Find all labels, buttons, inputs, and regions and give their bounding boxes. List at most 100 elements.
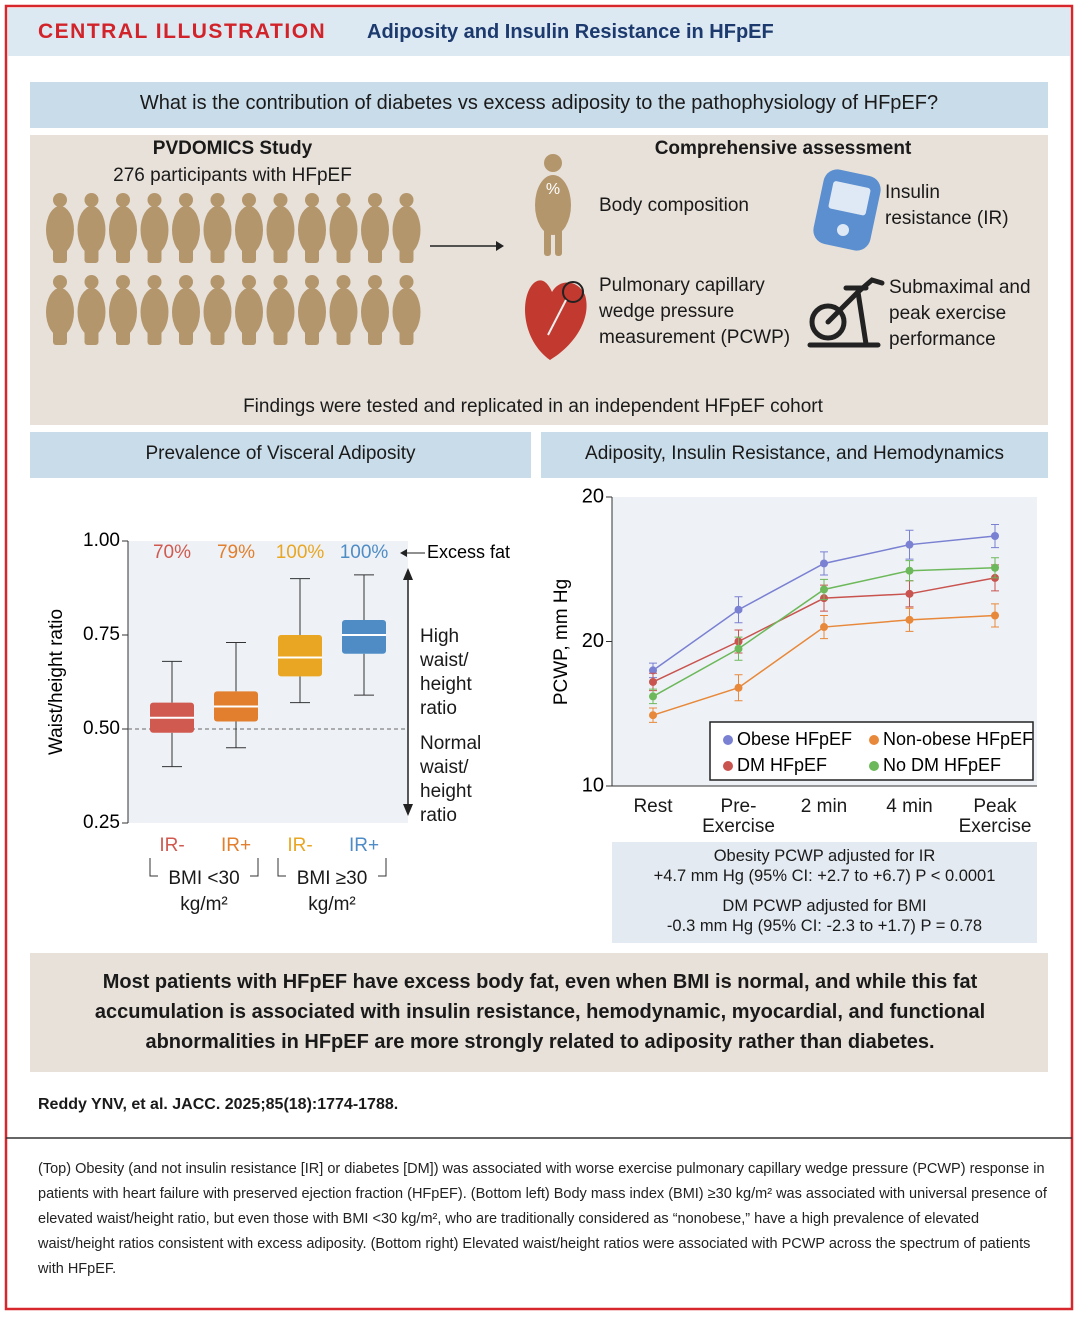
- person-icon: [46, 206, 74, 254]
- y-axis-label: Waist/height ratio: [46, 609, 67, 755]
- conclusion-panel: [30, 953, 1048, 1072]
- legend-label: Non-obese HFpEF: [883, 729, 1033, 749]
- point: [905, 566, 914, 575]
- person-icon: [46, 288, 74, 336]
- person-icon: [53, 193, 67, 207]
- legend-label: No DM HFpEF: [883, 755, 1001, 775]
- person-icon: [392, 206, 421, 254]
- legend-label: Obese HFpEF: [737, 729, 852, 749]
- person-icon: [273, 245, 288, 263]
- person-icon: [84, 193, 99, 207]
- assessment-item: Insulin resistance (IR): [885, 182, 1009, 229]
- person-icon: [210, 275, 225, 289]
- person-icon: [399, 275, 414, 289]
- conclusion: Most patients with HFpEF have excess bod…: [94, 971, 986, 1053]
- person-icon: [203, 288, 232, 336]
- person-icon: [336, 275, 351, 289]
- citation: Reddy YNV, et al. JACC. 2025;85(18):1774…: [38, 1096, 399, 1113]
- person-icon: [172, 206, 200, 254]
- question: What is the contribution of diabetes vs …: [139, 92, 939, 114]
- person-icon: [298, 288, 326, 336]
- person-icon: [399, 193, 414, 207]
- person-icon: [305, 327, 319, 345]
- study-title: PVDOMICS Study: [152, 138, 313, 159]
- person-icon: [329, 288, 358, 336]
- person-icon: [336, 327, 351, 345]
- person-icon: [361, 288, 389, 336]
- stats-box: [612, 842, 1037, 943]
- annotation-arrow-head: [400, 549, 407, 557]
- y-axis-label: PCWP, mm Hg: [551, 579, 572, 705]
- person-icon: [109, 288, 137, 336]
- panel-header: [30, 432, 531, 478]
- y-tick-label: 0.75: [83, 624, 120, 645]
- person-icon: [266, 288, 295, 336]
- x-tick-label: IR+: [221, 835, 251, 856]
- note-text: -0.3 mm Hg (95% CI: -2.3 to +1.7) P = 0.…: [666, 917, 983, 935]
- point: [820, 585, 828, 594]
- x-tick-label: IR+: [349, 835, 379, 856]
- person-icon: [203, 206, 232, 254]
- percent-label: 100%: [340, 542, 389, 563]
- x-tick-label: Rest: [633, 796, 673, 817]
- person-icon: [392, 288, 421, 336]
- person-icon: [266, 206, 295, 254]
- percent-label: 70%: [153, 542, 191, 563]
- annotation: High waist/ height ratio: [420, 626, 472, 719]
- point: [649, 692, 657, 701]
- person-icon: [242, 327, 256, 345]
- annotation: Normal waist/ height ratio: [420, 733, 482, 826]
- point: [991, 532, 999, 541]
- panel-header: [541, 432, 1048, 478]
- assessment-item: Body composition: [599, 195, 749, 216]
- person-icon: [147, 245, 162, 263]
- person-icon: [77, 206, 106, 254]
- person-icon: [242, 245, 256, 263]
- person-icon: [53, 327, 67, 345]
- point: [991, 611, 999, 620]
- person-icon: [140, 288, 169, 336]
- legend-label: DM HFpEF: [737, 755, 827, 775]
- point: [905, 540, 914, 549]
- person-icon: [210, 245, 225, 263]
- range-arrow-head: [403, 804, 413, 816]
- glucometer-icon: [813, 169, 881, 251]
- y-tick-label: 0.25: [83, 812, 120, 833]
- person-icon: [305, 275, 319, 289]
- x-tick-label: 2 min: [800, 796, 848, 817]
- assessment-title: Comprehensive assessment: [654, 138, 912, 159]
- box: [278, 635, 322, 677]
- person-icon: [53, 245, 67, 263]
- person-icon: [179, 275, 193, 289]
- svg-text:%: %: [546, 181, 560, 198]
- assessment-item: Pulmonary capillary wedge pressure measu…: [599, 275, 791, 348]
- person-icon: [116, 275, 130, 289]
- point: [820, 559, 828, 568]
- person-icon: [305, 193, 319, 207]
- person-icon: [368, 327, 382, 345]
- point: [734, 605, 743, 614]
- person-icon: [368, 193, 382, 207]
- frame: [4, 4, 1074, 1311]
- body-icon: %: [535, 154, 571, 256]
- person-icon: [273, 327, 288, 345]
- x-tick-label: IR-: [159, 835, 184, 856]
- person-icon: [399, 245, 414, 263]
- note-title: Obesity PCWP adjusted for IR: [713, 847, 936, 865]
- person-icon: [147, 327, 162, 345]
- person-icon: [77, 288, 106, 336]
- person-icon: [242, 275, 256, 289]
- x-tick-label: 4 min: [886, 796, 933, 817]
- point: [649, 711, 657, 720]
- person-icon: [368, 245, 382, 263]
- person-icon: [140, 206, 169, 254]
- person-icon: [84, 327, 99, 345]
- person-icon: [116, 193, 130, 207]
- person-icon: [179, 245, 193, 263]
- caption: (Top) Obesity (and not insulin resistanc…: [38, 1161, 1047, 1277]
- person-icon: [273, 193, 288, 207]
- person-icon: [235, 206, 263, 254]
- header-band: [8, 8, 1070, 56]
